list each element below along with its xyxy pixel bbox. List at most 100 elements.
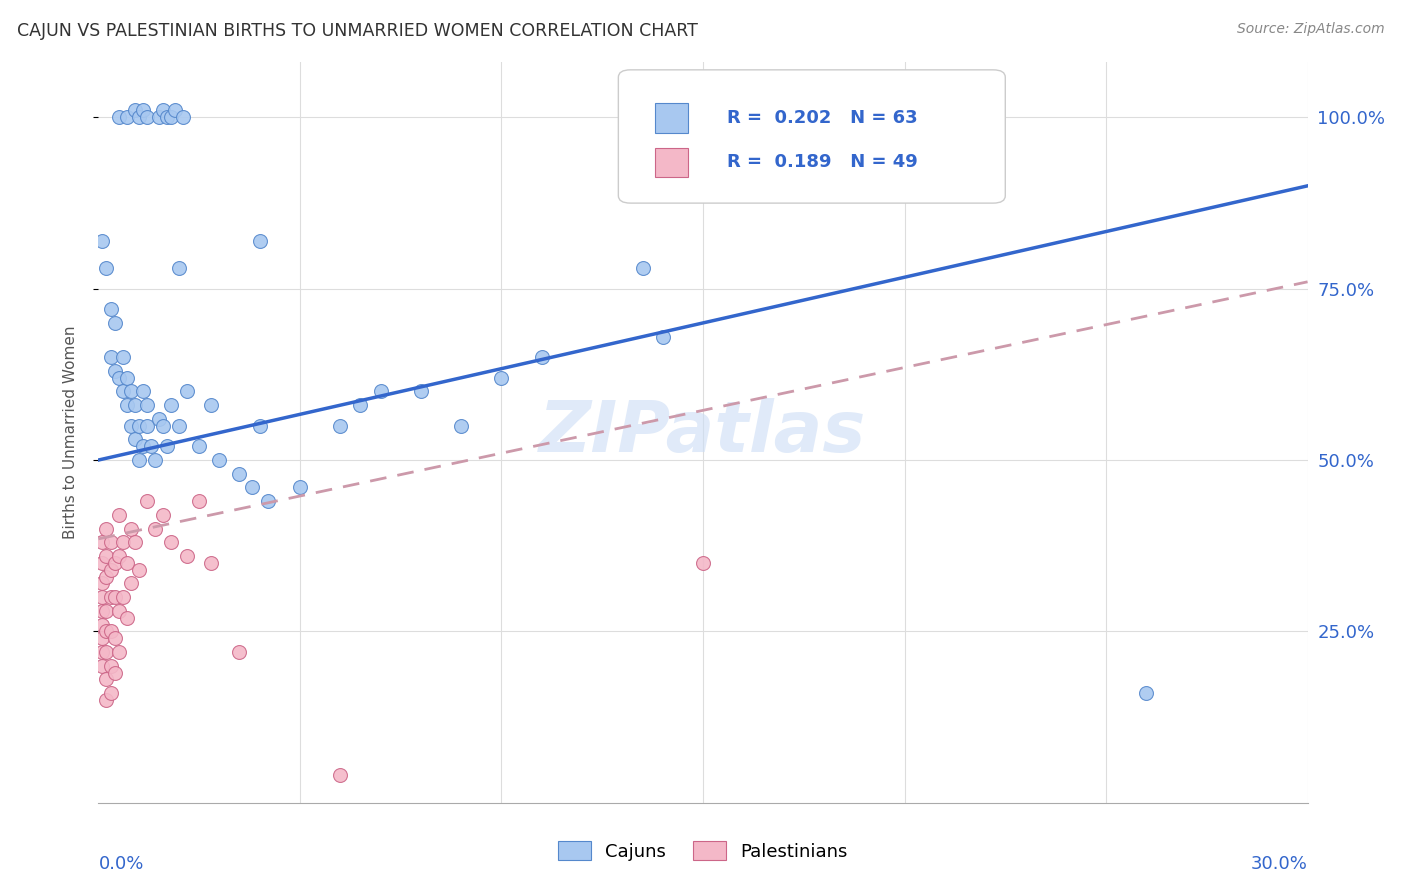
Point: [124, 535, 146, 549]
Point: [111, 384, 134, 399]
Text: R =  0.202   N = 63: R = 0.202 N = 63: [727, 109, 918, 127]
Point: [91, 604, 114, 618]
Point: [96, 693, 118, 707]
Point: [120, 418, 142, 433]
Point: [100, 686, 122, 700]
Point: [128, 110, 150, 124]
Bar: [655, 147, 689, 178]
Point: [176, 549, 198, 563]
Point: [167, 418, 190, 433]
Point: [91, 234, 114, 248]
Point: [156, 439, 179, 453]
Point: [128, 418, 150, 433]
Point: [96, 261, 118, 276]
Point: [103, 665, 125, 680]
Point: [124, 433, 146, 447]
Point: [409, 384, 432, 399]
Text: CAJUN VS PALESTINIAN BIRTHS TO UNMARRIED WOMEN CORRELATION CHART: CAJUN VS PALESTINIAN BIRTHS TO UNMARRIED…: [17, 22, 697, 40]
Point: [148, 412, 170, 426]
Point: [100, 563, 122, 577]
Point: [249, 234, 271, 248]
Point: [91, 632, 114, 646]
Point: [96, 549, 118, 563]
Point: [228, 467, 250, 481]
Point: [132, 103, 155, 118]
Point: [96, 569, 118, 583]
Text: R =  0.189   N = 49: R = 0.189 N = 49: [727, 153, 918, 171]
Point: [115, 110, 138, 124]
Point: [115, 398, 138, 412]
Point: [100, 302, 122, 317]
Point: [160, 110, 183, 124]
Point: [156, 110, 179, 124]
Point: [128, 563, 150, 577]
Point: [115, 610, 138, 624]
Point: [143, 522, 166, 536]
Point: [100, 624, 122, 639]
Point: [100, 350, 122, 364]
Point: [107, 371, 129, 385]
Point: [91, 645, 114, 659]
Point: [240, 480, 263, 494]
Point: [135, 418, 157, 433]
Text: Source: ZipAtlas.com: Source: ZipAtlas.com: [1237, 22, 1385, 37]
Point: [176, 384, 198, 399]
Point: [91, 535, 114, 549]
Point: [200, 398, 222, 412]
Point: [135, 494, 157, 508]
Point: [152, 508, 174, 522]
Legend: Cajuns, Palestinians: Cajuns, Palestinians: [551, 834, 855, 868]
Text: 30.0%: 30.0%: [1251, 855, 1308, 872]
Point: [91, 590, 114, 604]
Point: [160, 535, 183, 549]
Point: [100, 590, 122, 604]
Point: [107, 110, 129, 124]
Point: [249, 418, 271, 433]
FancyBboxPatch shape: [619, 70, 1005, 203]
Point: [167, 261, 190, 276]
Point: [96, 673, 118, 687]
Point: [135, 398, 157, 412]
Point: [349, 398, 371, 412]
Point: [107, 549, 129, 563]
Point: [692, 556, 714, 570]
Text: 0.0%: 0.0%: [98, 855, 143, 872]
Point: [208, 453, 231, 467]
Point: [96, 522, 118, 536]
Point: [91, 576, 114, 591]
Point: [288, 480, 311, 494]
Point: [139, 439, 162, 453]
Point: [651, 329, 673, 343]
Point: [120, 384, 142, 399]
Point: [228, 645, 250, 659]
Point: [128, 453, 150, 467]
Point: [172, 110, 194, 124]
Point: [329, 768, 352, 782]
Point: [120, 522, 142, 536]
Point: [256, 494, 278, 508]
Point: [103, 316, 125, 330]
Point: [120, 576, 142, 591]
Y-axis label: Births to Unmarried Women: Births to Unmarried Women: [63, 326, 77, 540]
Point: [103, 364, 125, 378]
Point: [107, 604, 129, 618]
Point: [124, 398, 146, 412]
Point: [103, 632, 125, 646]
Point: [111, 535, 134, 549]
Point: [1135, 686, 1157, 700]
Point: [152, 103, 174, 118]
Point: [100, 658, 122, 673]
Bar: [655, 103, 689, 133]
Point: [631, 261, 654, 276]
Point: [115, 371, 138, 385]
Point: [450, 418, 472, 433]
Point: [329, 418, 352, 433]
Point: [103, 590, 125, 604]
Point: [91, 617, 114, 632]
Point: [530, 350, 553, 364]
Point: [91, 556, 114, 570]
Point: [132, 439, 155, 453]
Point: [115, 556, 138, 570]
Point: [103, 556, 125, 570]
Point: [143, 453, 166, 467]
